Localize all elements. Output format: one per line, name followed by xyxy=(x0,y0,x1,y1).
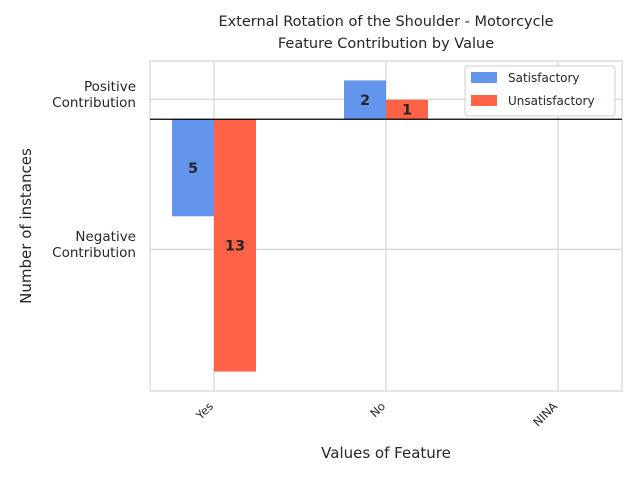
y-tick-labels: Positive Contribution Negative Contribution xyxy=(52,79,136,261)
y-tick-label-1: Negative Contribution xyxy=(52,229,136,261)
bar-label-unsatisfactory-no: 1 xyxy=(402,103,412,119)
legend-label-satisfactory: Satisfactory xyxy=(508,71,580,85)
y-axis-label: Number of instances xyxy=(17,148,35,304)
bar-label-satisfactory-yes: 5 xyxy=(188,161,198,177)
bar-unsatisfactory-yes xyxy=(214,119,256,372)
y-tick-label-0: Positive Contribution xyxy=(52,79,136,111)
bars xyxy=(172,80,428,372)
bar-label-satisfactory-no: 2 xyxy=(360,93,370,109)
bar-unsatisfactory-no xyxy=(386,99,428,120)
legend-swatch-satisfactory xyxy=(471,72,497,83)
chart-subtitle: Feature Contribution by Value xyxy=(278,36,494,52)
x-axis-label: Values of Feature xyxy=(321,444,451,462)
x-tick-label-no: No xyxy=(367,399,388,420)
x-tick-label-yes: Yes xyxy=(192,399,216,423)
legend: Satisfactory Unsatisfactory xyxy=(464,65,616,117)
bar-label-unsatisfactory-yes: 13 xyxy=(225,238,245,254)
x-tick-labels: Yes No NINA xyxy=(192,399,560,429)
bar-satisfactory-yes xyxy=(172,119,214,217)
legend-box xyxy=(464,65,616,117)
legend-label-unsatisfactory: Unsatisfactory xyxy=(508,94,595,108)
chart-title: External Rotation of the Shoulder - Moto… xyxy=(218,14,553,30)
bar-satisfactory-no xyxy=(344,80,386,120)
bar-labels: 5 2 13 1 xyxy=(188,93,412,255)
x-tick-label-nina: NINA xyxy=(530,399,560,429)
legend-swatch-unsatisfactory xyxy=(471,95,497,106)
